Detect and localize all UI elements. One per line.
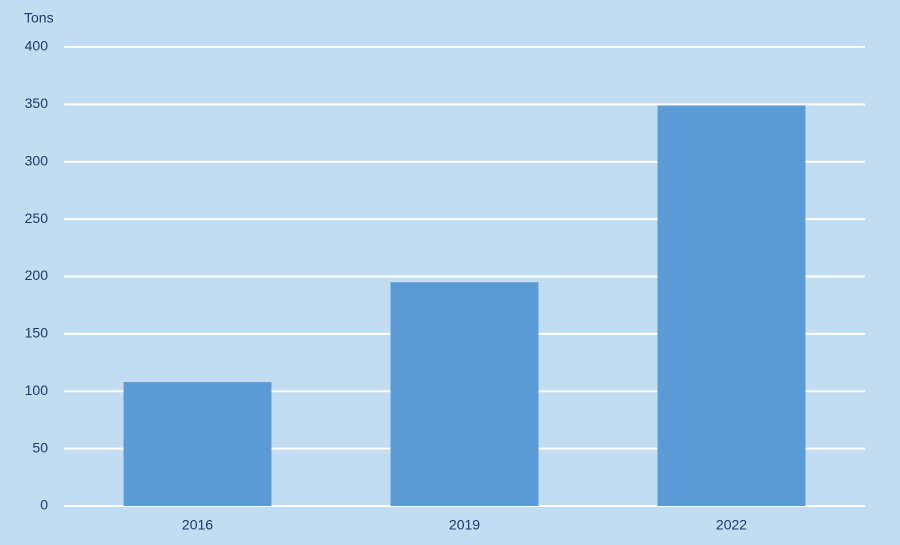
y-tick-label: 200 — [25, 267, 49, 283]
y-tick-label: 50 — [32, 439, 48, 455]
y-tick-label: 400 — [25, 38, 49, 54]
y-tick-label: 300 — [25, 152, 49, 168]
y-tick-label: 0 — [40, 497, 48, 513]
y-tick-label: 250 — [25, 210, 49, 226]
y-tick-label: 150 — [25, 325, 49, 341]
bar — [390, 282, 539, 506]
x-tick-label: 2022 — [716, 517, 747, 533]
x-tick-label: 2016 — [182, 517, 213, 533]
bar — [123, 382, 272, 506]
y-axis-label: Tons — [24, 10, 54, 26]
x-tick-label: 2019 — [449, 517, 480, 533]
bar — [657, 105, 806, 507]
y-tick-label: 350 — [25, 95, 49, 111]
y-tick-label: 100 — [25, 382, 49, 398]
